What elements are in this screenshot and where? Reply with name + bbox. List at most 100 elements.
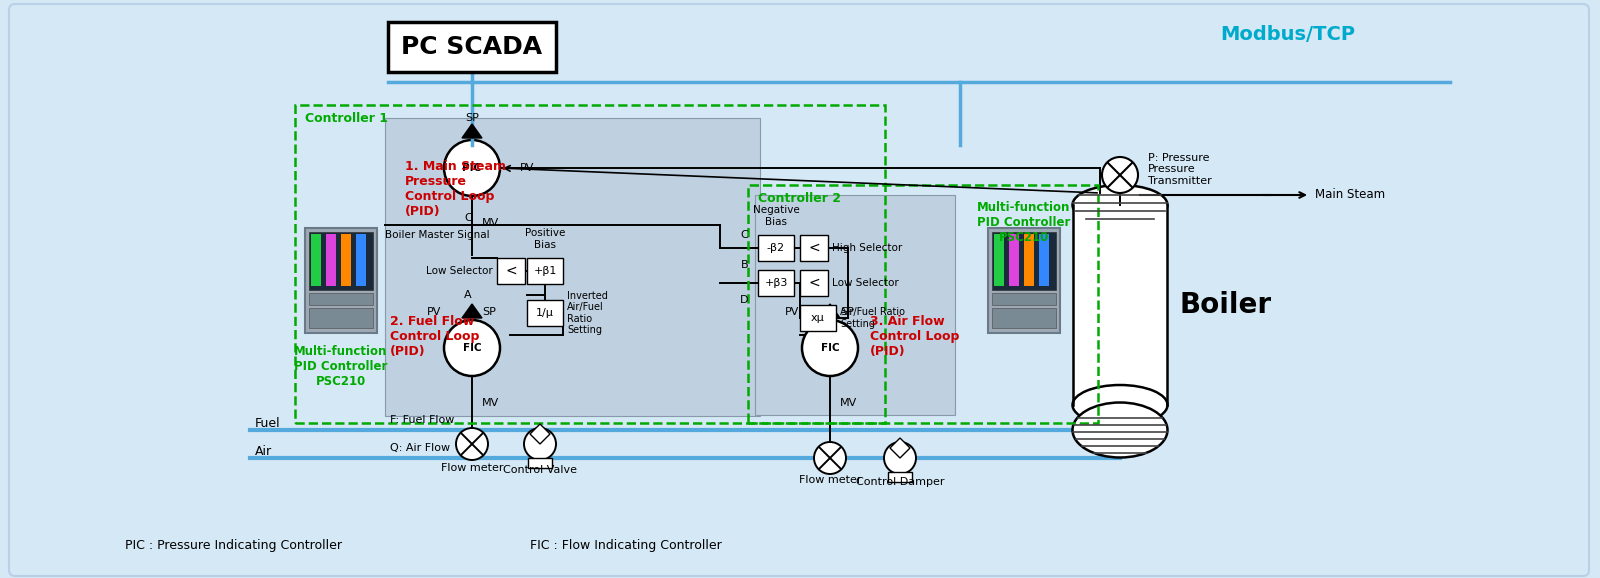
Text: 1/μ: 1/μ [536,308,554,318]
Text: PC SCADA: PC SCADA [402,35,542,59]
FancyBboxPatch shape [800,235,829,261]
Text: Fuel: Fuel [254,417,280,430]
Text: A: A [464,290,472,300]
Text: xμ: xμ [811,313,826,323]
Circle shape [525,428,557,460]
Text: <: < [506,264,517,278]
Text: MV: MV [840,398,858,408]
FancyBboxPatch shape [755,195,955,415]
Text: Negative
Bias: Negative Bias [752,205,800,227]
Text: Boiler Master Signal: Boiler Master Signal [386,230,490,240]
Text: Air/Fuel Ratio
Setting: Air/Fuel Ratio Setting [840,307,906,329]
Text: MV: MV [482,398,499,408]
Text: <: < [808,276,819,290]
FancyBboxPatch shape [992,308,1056,328]
Circle shape [445,320,499,376]
FancyBboxPatch shape [386,118,760,416]
Text: Main Steam: Main Steam [1315,188,1386,202]
Text: Air: Air [254,445,272,458]
Polygon shape [890,438,910,458]
FancyBboxPatch shape [309,232,373,290]
Text: +β1: +β1 [533,266,557,276]
Text: 2. Fuel Flow
Control Loop
(PID): 2. Fuel Flow Control Loop (PID) [390,315,480,358]
FancyBboxPatch shape [992,293,1056,305]
FancyBboxPatch shape [888,472,912,482]
FancyBboxPatch shape [1038,234,1050,286]
Text: Q: Air Flow: Q: Air Flow [390,443,450,453]
Text: PV: PV [786,307,798,317]
Text: 3. Air Flow
Control Loop
(PID): 3. Air Flow Control Loop (PID) [870,315,960,358]
FancyBboxPatch shape [309,308,373,328]
Text: SP: SP [482,307,496,317]
Text: Low Selector: Low Selector [426,266,493,276]
FancyBboxPatch shape [994,234,1005,286]
Text: PIC : Pressure Indicating Controller: PIC : Pressure Indicating Controller [125,539,342,551]
Text: PIC: PIC [462,163,482,173]
FancyBboxPatch shape [310,234,322,286]
Polygon shape [462,304,482,318]
FancyBboxPatch shape [309,293,373,305]
FancyBboxPatch shape [989,228,1059,333]
Text: Multi-function
PID Controller
PSC210: Multi-function PID Controller PSC210 [978,201,1070,244]
Text: Inverted
Air/Fuel
Ratio
Setting: Inverted Air/Fuel Ratio Setting [566,291,608,335]
FancyBboxPatch shape [800,305,835,331]
FancyBboxPatch shape [10,4,1589,576]
Polygon shape [462,124,482,138]
Text: 1. Main Steam
Pressure
Control Loop
(PID): 1. Main Steam Pressure Control Loop (PID… [405,160,506,218]
FancyBboxPatch shape [355,234,366,286]
Text: Modbus/TCP: Modbus/TCP [1221,25,1355,45]
Text: P: Pressure: P: Pressure [1149,153,1210,163]
FancyBboxPatch shape [758,270,794,296]
Text: Low Selector: Low Selector [832,278,899,288]
Text: MV: MV [482,218,499,228]
FancyBboxPatch shape [326,234,336,286]
FancyBboxPatch shape [306,228,378,333]
Text: FIC : Flow Indicating Controller: FIC : Flow Indicating Controller [530,539,722,551]
Text: SP: SP [840,307,854,317]
FancyBboxPatch shape [528,458,552,468]
Text: +β3: +β3 [765,278,787,288]
Text: C: C [741,230,749,240]
FancyBboxPatch shape [758,235,794,261]
Circle shape [1102,157,1138,193]
Circle shape [814,442,846,474]
Bar [1074,205,1168,405]
Text: D: D [739,295,749,305]
Text: FIC: FIC [462,343,482,353]
Text: B: B [741,260,749,270]
FancyBboxPatch shape [1024,234,1034,286]
Circle shape [445,140,499,196]
Text: Control Valve: Control Valve [502,465,578,475]
FancyBboxPatch shape [526,300,563,326]
FancyBboxPatch shape [341,234,350,286]
FancyBboxPatch shape [498,258,525,284]
Text: -β2: -β2 [766,243,786,253]
Circle shape [883,442,915,474]
Text: Pressure
Transmitter: Pressure Transmitter [1149,164,1211,186]
Polygon shape [819,304,840,318]
Text: PV: PV [520,163,534,173]
FancyBboxPatch shape [387,22,557,72]
Text: Boiler: Boiler [1181,291,1272,319]
FancyBboxPatch shape [1010,234,1019,286]
FancyBboxPatch shape [526,258,563,284]
Text: FIC: FIC [821,343,840,353]
Text: High Selector: High Selector [832,243,902,253]
Circle shape [456,428,488,460]
Ellipse shape [1072,385,1168,425]
Text: PV: PV [427,307,442,317]
Text: <: < [808,241,819,255]
Text: Controller 2: Controller 2 [758,192,842,206]
Text: Control Damper: Control Damper [856,477,944,487]
FancyBboxPatch shape [800,270,829,296]
Text: SP: SP [466,113,478,123]
Polygon shape [530,424,550,444]
Text: Flow meter: Flow meter [440,463,504,473]
Text: C: C [464,213,472,223]
Text: F: Fuel Flow: F: Fuel Flow [390,415,454,425]
FancyBboxPatch shape [992,232,1056,290]
Ellipse shape [1072,185,1168,225]
Circle shape [802,320,858,376]
Text: Controller 1: Controller 1 [306,113,387,125]
Text: Multi-function
PID Controller
PSC210: Multi-function PID Controller PSC210 [294,345,387,388]
